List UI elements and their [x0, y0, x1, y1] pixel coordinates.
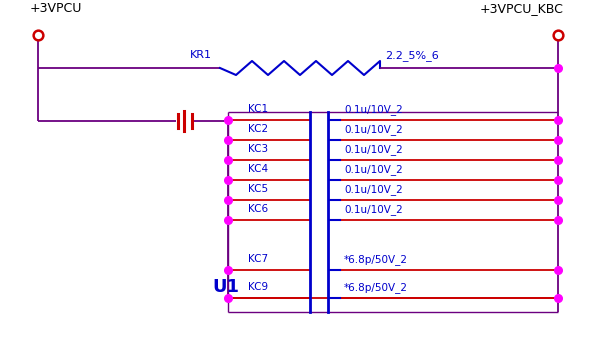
Text: +3VPCU_KBC: +3VPCU_KBC	[480, 2, 564, 15]
Text: KC4: KC4	[248, 164, 268, 174]
Text: *6.8p/50V_2: *6.8p/50V_2	[344, 254, 408, 265]
Text: 0.1u/10V_2: 0.1u/10V_2	[344, 204, 403, 215]
Text: KC9: KC9	[248, 282, 268, 292]
Text: KC2: KC2	[248, 124, 268, 134]
Text: KC6: KC6	[248, 204, 268, 214]
Text: +3VPCU: +3VPCU	[30, 2, 82, 15]
Text: 0.1u/10V_2: 0.1u/10V_2	[344, 184, 403, 195]
Text: 0.1u/10V_2: 0.1u/10V_2	[344, 124, 403, 135]
Text: 0.1u/10V_2: 0.1u/10V_2	[344, 144, 403, 155]
Text: KR1: KR1	[190, 50, 212, 60]
Text: 0.1u/10V_2: 0.1u/10V_2	[344, 164, 403, 175]
Text: 2.2_5%_6: 2.2_5%_6	[385, 50, 439, 61]
Text: KC7: KC7	[248, 254, 268, 264]
Text: KC5: KC5	[248, 184, 268, 194]
Text: 0.1u/10V_2: 0.1u/10V_2	[344, 104, 403, 115]
Text: KC1: KC1	[248, 104, 268, 114]
Text: U1: U1	[212, 278, 239, 296]
Text: *6.8p/50V_2: *6.8p/50V_2	[344, 282, 408, 293]
Text: KC3: KC3	[248, 144, 268, 154]
